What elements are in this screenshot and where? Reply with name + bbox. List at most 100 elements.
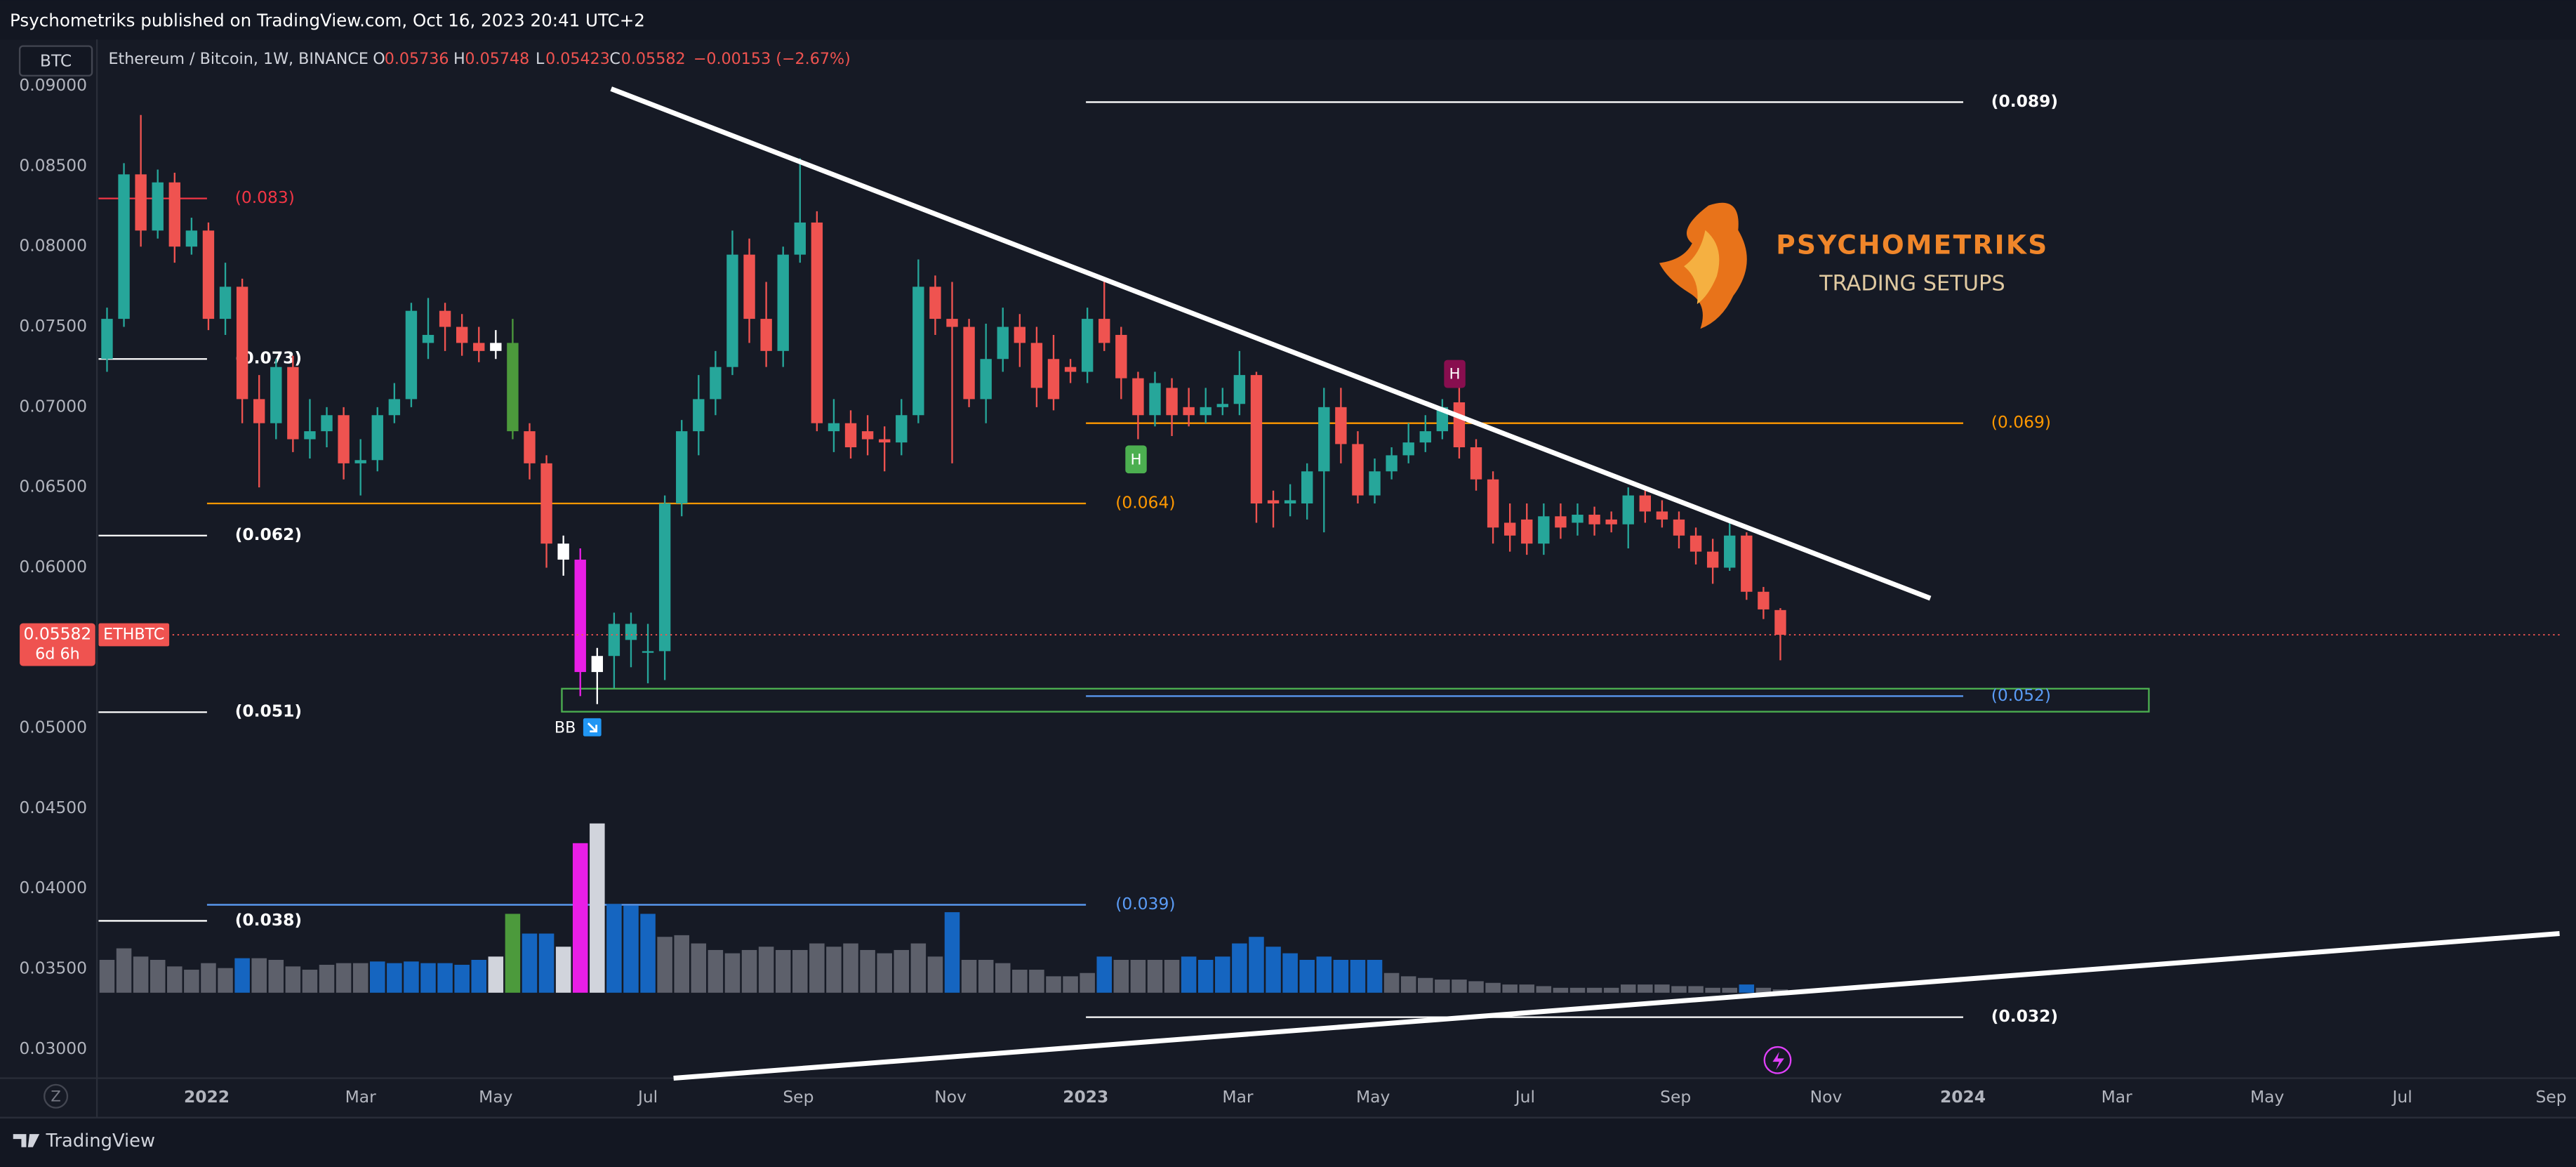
volume-bar — [944, 912, 960, 993]
candle-body — [101, 319, 113, 360]
candle-body — [1233, 375, 1246, 404]
candle-body — [1774, 609, 1786, 635]
candle-body — [1724, 535, 1736, 568]
volume-bar — [184, 970, 199, 993]
candle-body — [1689, 535, 1702, 552]
volume-bar — [1705, 987, 1720, 993]
x-tick-label: Jul — [1514, 1087, 1535, 1107]
candle-body — [896, 415, 908, 443]
candle-body — [963, 327, 975, 400]
y-tick-label: 0.08500 — [19, 155, 87, 175]
candle-body — [980, 359, 992, 400]
x-tick-label: 2024 — [1940, 1087, 1986, 1107]
volume-bar — [1215, 956, 1230, 993]
candle-body — [1419, 431, 1431, 443]
marker-box — [1125, 445, 1147, 474]
symbol-button[interactable] — [18, 45, 93, 77]
volume-bar — [894, 949, 910, 993]
candle-body — [1656, 511, 1668, 520]
plot-background — [0, 39, 2576, 1118]
candle-body — [726, 254, 738, 367]
volume-bar — [1333, 959, 1349, 993]
candle-body — [1402, 442, 1414, 456]
alert-icon[interactable] — [1763, 1046, 1792, 1074]
candle-body — [253, 399, 265, 423]
candle-body — [287, 367, 299, 440]
last-price-label: 0.05582 — [24, 624, 92, 644]
volume-bar — [505, 914, 521, 993]
symbol-button-text[interactable]: BTC — [40, 51, 72, 70]
volume-bar — [1181, 956, 1197, 993]
ohlc-value: 0.05423 — [545, 50, 610, 68]
logo-dragon-flame — [1684, 230, 1720, 305]
candle-body — [321, 415, 333, 432]
ohlc-key: L — [536, 50, 545, 68]
volume-bar — [1282, 953, 1298, 993]
level-label: (0.069) — [1991, 412, 2051, 432]
candle-body — [912, 286, 924, 416]
volume-bar — [1739, 984, 1755, 993]
y-tick-label: 0.03500 — [19, 958, 87, 978]
marker-box — [1444, 360, 1466, 388]
volume-bar — [488, 956, 504, 993]
candle-body — [1149, 383, 1161, 416]
volume-bar — [860, 949, 875, 993]
volume-bar — [691, 943, 707, 993]
volume-bar — [1638, 984, 1653, 993]
candle-body — [1453, 402, 1466, 447]
volume-bar — [167, 966, 182, 993]
volume-bar — [1012, 970, 1028, 993]
candle-body — [1352, 444, 1364, 496]
candle-body — [1369, 471, 1381, 496]
logo-tagline: TRADING SETUPS — [1819, 272, 2005, 296]
volume-bar — [606, 904, 622, 993]
volume-bar — [99, 959, 115, 993]
volume-bar — [1113, 959, 1129, 993]
volume-bar — [538, 933, 555, 993]
zoom-button-text[interactable]: Z — [51, 1087, 60, 1105]
volume-bar — [1569, 987, 1586, 993]
candle-body — [693, 399, 705, 432]
y-tick-label: 0.07000 — [19, 396, 87, 416]
zoom-button[interactable] — [44, 1083, 69, 1109]
volume-bar — [420, 963, 436, 993]
volume-bar — [302, 970, 318, 993]
volume-bar — [1197, 959, 1214, 993]
candle-body — [1267, 500, 1280, 504]
volume-bar — [1671, 986, 1687, 993]
x-tick-label: May — [2250, 1087, 2285, 1107]
candle-body — [1216, 404, 1228, 407]
volume-bar — [1063, 976, 1078, 993]
candle-body — [1030, 343, 1043, 388]
change: −0.00153 (−2.67%) — [693, 50, 851, 68]
candle-body — [844, 423, 857, 447]
candle-body — [168, 182, 180, 247]
x-tick-label: Mar — [2102, 1087, 2133, 1107]
candle-body — [1758, 591, 1770, 609]
ticker-box — [98, 623, 170, 647]
level-label: (0.083) — [235, 187, 295, 207]
candle-body — [1386, 455, 1397, 472]
candle-body — [1064, 367, 1077, 372]
candle-body — [1487, 479, 1499, 528]
level-label: (0.038) — [235, 910, 302, 930]
y-tick-label: 0.08000 — [19, 236, 87, 256]
candle-body — [794, 222, 806, 255]
candle-body — [1318, 407, 1330, 472]
candle-body — [1673, 519, 1685, 536]
x-tick-label: Sep — [783, 1087, 814, 1107]
candle-body — [777, 254, 789, 351]
volume-bar — [1096, 956, 1113, 993]
candle-body — [524, 431, 536, 463]
x-tick-label: Mar — [1222, 1087, 1254, 1107]
candle-body — [878, 439, 891, 443]
volume-bar — [741, 949, 757, 993]
volume-bar — [708, 949, 724, 993]
candle-body — [1284, 500, 1296, 504]
volume-bar — [1519, 984, 1535, 993]
candle-body — [676, 431, 688, 504]
candle-body — [1098, 319, 1110, 343]
ticker-label: ETHBTC — [103, 626, 164, 644]
candle-body — [1639, 495, 1652, 512]
volume-bar — [961, 959, 977, 993]
